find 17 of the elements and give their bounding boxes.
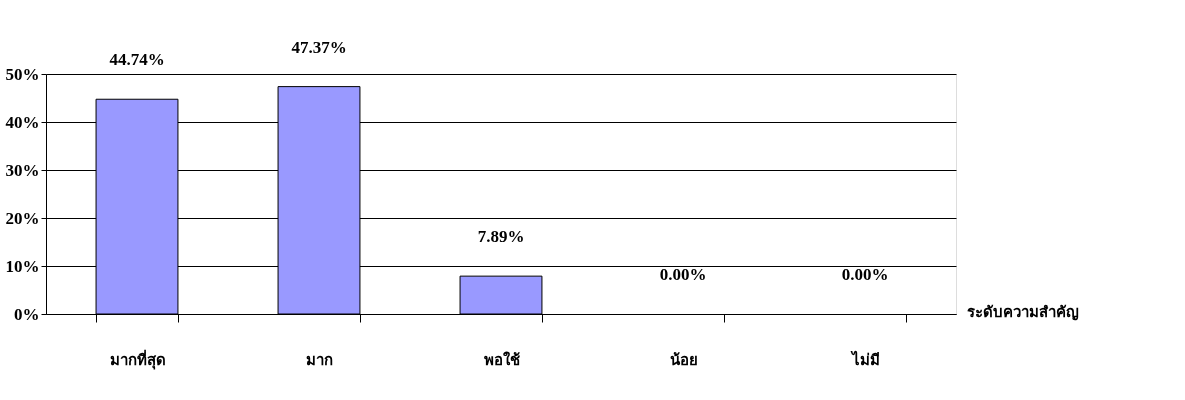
x-axis-title: ระดับความสำคัญ <box>966 302 1079 321</box>
x-tick-label: ไม่มี <box>849 349 880 369</box>
y-tick-label: 30% <box>5 160 40 180</box>
y-tick-label: 20% <box>5 208 40 228</box>
x-tick-label: น้อย <box>669 350 698 369</box>
y-tick-label: 50% <box>5 64 40 84</box>
x-tick-label: มาก <box>306 350 333 369</box>
data-label: 7.89% <box>477 227 525 247</box>
data-label: 47.37% <box>291 37 347 57</box>
y-tick-label: 40% <box>5 112 40 132</box>
y-tick-label: 0% <box>14 304 40 324</box>
data-label: 0.00% <box>841 265 889 284</box>
y-tick-label: 10% <box>5 256 40 276</box>
x-tick-label: พอใช้ <box>483 350 520 369</box>
data-label: 0.00% <box>659 265 707 284</box>
x-tick-label: มากที่สุด <box>109 348 166 370</box>
data-label: 44.74% <box>109 50 165 70</box>
